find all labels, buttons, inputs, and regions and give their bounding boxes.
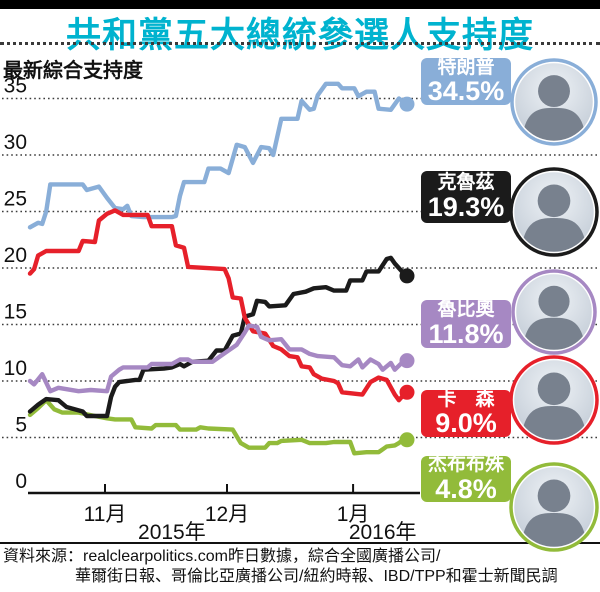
y-tick-25: 25 — [4, 188, 27, 211]
gridlines — [2, 97, 598, 439]
y-tick-5: 5 — [15, 414, 27, 437]
x-axis — [28, 484, 420, 495]
y-axis-title: 最新綜合支持度 — [3, 60, 143, 82]
series-line-cruz — [27, 255, 410, 419]
end-dot-trump — [399, 96, 415, 112]
x-tick-label: 1月 — [337, 503, 370, 526]
year-label: 2015年 — [138, 521, 206, 544]
series-line-carson — [27, 208, 410, 403]
series-lines — [27, 81, 415, 456]
series-line-trump — [27, 81, 410, 230]
x-tick-label: 12月 — [205, 503, 249, 526]
end-dot-cruz — [399, 268, 415, 284]
series-line-rubio — [27, 323, 410, 394]
series-line-bush — [27, 398, 410, 456]
source-note: 資料來源：realclearpolitics.com昨日數據，綜合全國廣播公司/… — [3, 547, 597, 587]
page-title: 共和黨五大總統參選人支持度 — [65, 16, 534, 55]
source-line-1: 資料來源：realclearpolitics.com昨日數據，綜合全國廣播公司/ — [3, 548, 441, 565]
y-tick-15: 15 — [4, 301, 27, 324]
source-line-2: 華爾街日報、哥倫比亞廣播公司/紐約時報、IBD/TPP和霍士新聞民調 — [75, 568, 558, 585]
y-tick-35: 35 — [4, 75, 27, 98]
x-tick-label: 11月 — [84, 503, 127, 526]
x-axis-tick-labels: 11月 12月 1月 2015年 2016年 — [84, 503, 417, 544]
source-separator — [0, 542, 600, 544]
top-black-bar — [0, 0, 600, 9]
end-dot-carson — [399, 384, 415, 400]
end-dot-rubio — [399, 353, 415, 369]
line-chart: 35 30 25 20 15 10 5 0 11月 12月 1月 2015年 2016年 — [2, 75, 598, 544]
y-tick-10: 10 — [4, 357, 27, 380]
y-tick-0: 0 — [15, 470, 27, 493]
title-separator — [0, 42, 600, 45]
end-dot-bush — [399, 432, 415, 448]
y-axis-tick-labels: 35 30 25 20 15 10 5 0 — [4, 75, 27, 494]
year-label: 2016年 — [349, 521, 417, 544]
y-tick-30: 30 — [4, 131, 27, 154]
y-tick-20: 20 — [4, 244, 27, 267]
